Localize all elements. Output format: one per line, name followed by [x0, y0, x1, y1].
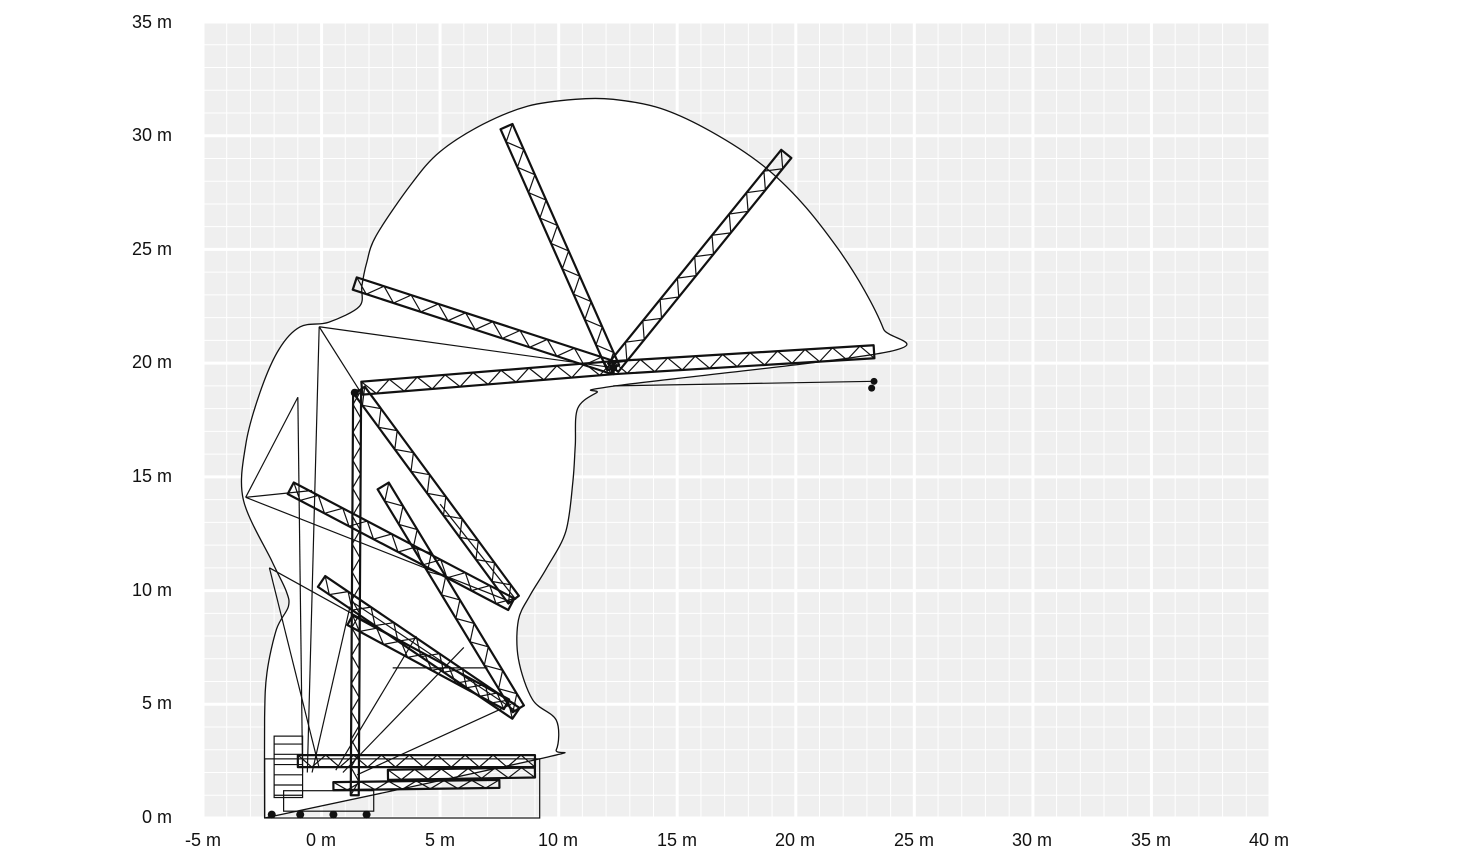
stay-line: [356, 703, 512, 776]
jib-section: [346, 614, 511, 711]
jib-section: [386, 766, 537, 781]
jib-lattice: [356, 277, 612, 375]
y-tick-label: 30 m: [132, 125, 172, 145]
y-tick-label: 20 m: [132, 352, 172, 372]
y-tick-label: 5 m: [142, 693, 172, 713]
jib-lattice: [333, 779, 500, 791]
y-tick-label: 10 m: [132, 580, 172, 600]
x-tick-label: -5 m: [185, 830, 221, 850]
hook-block: [868, 384, 876, 392]
x-axis: -5 m 0 m 5 m 10 m 15 m 20 m 25 m 30 m 35…: [185, 830, 1289, 850]
wheel: [296, 810, 305, 819]
y-tick-label: 0 m: [142, 807, 172, 827]
x-tick-label: 35 m: [1131, 830, 1171, 850]
stay-line: [245, 396, 299, 498]
jib-lattice: [361, 386, 512, 604]
carrier-chassis: [283, 790, 375, 812]
x-tick-label: 20 m: [775, 830, 815, 850]
stay-line: [245, 489, 313, 498]
stay-line: [352, 601, 517, 712]
y-tick-label: 15 m: [132, 466, 172, 486]
jib-lattice: [387, 766, 536, 781]
stay-line: [245, 496, 512, 603]
x-tick-label: 25 m: [894, 830, 934, 850]
jib-lattice: [350, 390, 362, 796]
jib-section: [353, 385, 520, 605]
x-tick-label: 15 m: [657, 830, 697, 850]
y-axis: 0 m 5 m 10 m 15 m 20 m 25 m 30 m 35 m: [132, 12, 172, 827]
hook-line: [613, 380, 875, 387]
joint-pin: [609, 363, 618, 372]
x-tick-label: 10 m: [538, 830, 578, 850]
x-tick-label: 30 m: [1012, 830, 1052, 850]
jib-lattice: [360, 360, 614, 395]
jib-lattice: [297, 754, 536, 768]
jib-section: [376, 481, 526, 714]
stay-line: [269, 567, 517, 705]
wheel: [329, 810, 338, 819]
stay-line: [342, 647, 465, 773]
x-tick-label: 40 m: [1249, 830, 1289, 850]
jib-lattice: [612, 345, 875, 375]
wheel: [267, 810, 276, 819]
jib-lattice: [293, 482, 515, 605]
jib-section: [332, 778, 501, 792]
stay-line: [335, 635, 417, 771]
stay-line: [311, 606, 351, 773]
jib-lattice: [384, 482, 518, 713]
counterweight: [273, 735, 304, 799]
x-tick-label: 5 m: [425, 830, 455, 850]
joint-pin: [350, 388, 359, 397]
crane-drawing: [245, 122, 878, 819]
y-tick-label: 25 m: [132, 239, 172, 259]
y-tick-label: 35 m: [132, 12, 172, 32]
stay-line: [318, 326, 361, 391]
x-tick-label: 0 m: [306, 830, 336, 850]
stay-line: [268, 567, 320, 769]
hook-block: [870, 377, 878, 385]
jib-lattice: [352, 615, 505, 710]
stay-line: [306, 326, 320, 773]
working-range-envelope: [240, 97, 908, 818]
stay-line: [439, 503, 517, 601]
jib-lattice: [608, 149, 784, 365]
wheel: [362, 810, 371, 819]
jib-lattice: [505, 123, 615, 371]
carrier-outline: [264, 758, 541, 819]
stay-line: [319, 326, 614, 369]
